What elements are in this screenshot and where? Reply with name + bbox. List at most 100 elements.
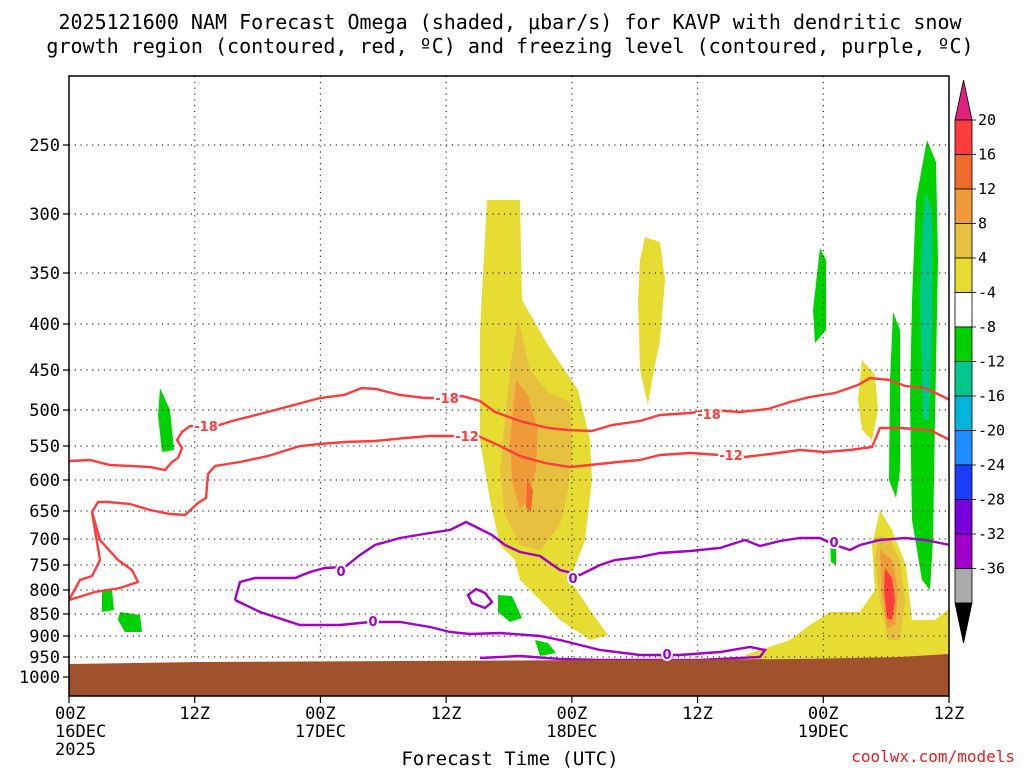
colorbar-label: 16 [978, 146, 996, 164]
colorbar-swatch [954, 499, 973, 535]
y-tick-label: 500 [29, 401, 60, 421]
y-tick-label: 600 [29, 471, 60, 491]
omega-area-upper-patch [638, 237, 665, 405]
y-tick-label: 250 [29, 136, 60, 156]
x-axis-title: Forecast Time (UTC) [401, 748, 618, 768]
terrain-surface [69, 654, 949, 696]
omega-area-neg-3 [118, 612, 142, 632]
colorbar-label: -16 [978, 387, 1005, 405]
colorbar-swatch [954, 568, 973, 604]
omega-shading-downward [102, 140, 938, 656]
y-axis: 2503003504004505005506006507007508008509… [19, 136, 69, 688]
omega-area-neg-4 [498, 595, 522, 622]
colorbar-swatch [954, 464, 973, 500]
colorbar-label: -20 [978, 422, 1005, 440]
colorbar-swatch [954, 361, 973, 397]
colorbar-swatch [954, 395, 973, 431]
contour-label: 0 [568, 572, 577, 587]
y-tick-label: 800 [29, 581, 60, 601]
colorbar-swatch [954, 119, 973, 155]
y-tick-label: 450 [29, 361, 60, 381]
contour-minus12 [69, 426, 949, 601]
x-tick-label-date: 16DEC [55, 722, 106, 742]
colorbar-swatch [954, 154, 973, 190]
colorbar-swatch [954, 223, 973, 259]
omega-area-neg-2 [102, 590, 114, 612]
y-tick-label: 750 [29, 556, 60, 576]
colorbar-label: 20 [978, 111, 996, 129]
colorbar-swatch [954, 257, 973, 293]
colorbar-label: -12 [978, 353, 1005, 371]
contour-label: -18 [435, 392, 459, 407]
colorbar-label: -36 [978, 560, 1005, 578]
y-tick-label: 550 [29, 437, 60, 457]
omega-area-late-upper-small [858, 360, 878, 440]
omega-area-neg-8 [889, 312, 900, 498]
colorbar-label: -32 [978, 525, 1005, 543]
x-tick-label-time: 00Z [305, 704, 336, 724]
contour-label: -12 [455, 430, 479, 445]
y-tick-label: 950 [29, 648, 60, 668]
colorbar-label: -8 [978, 318, 996, 336]
y-tick-label: 350 [29, 264, 60, 284]
x-tick-label-time: 12Z [179, 704, 210, 724]
x-tick-label-date: 19DEC [798, 722, 849, 742]
colorbar-label: 8 [978, 215, 987, 233]
omega-area-neg-6 [813, 248, 826, 343]
colorbar-label: -4 [978, 284, 996, 302]
x-tick-label-time: 12Z [431, 704, 462, 724]
omega-area-neg-5 [535, 640, 556, 656]
colorbar-top-arrow [954, 79, 973, 121]
contour-label: 0 [662, 648, 671, 663]
chart-title-line-1: 2025121600 NAM Forecast Omega (shaded, μ… [58, 10, 962, 34]
contour-labels: -18 -18 -18 -12 -12 0 0 0 0 0 [192, 390, 840, 665]
grid-lines [69, 76, 949, 696]
colorbar-label: 12 [978, 180, 996, 198]
credit-text: coolwx.com/models [851, 747, 1015, 766]
omega-area-neg-1 [158, 388, 174, 452]
omega-shading-upward [480, 200, 949, 664]
y-tick-label: 400 [29, 315, 60, 335]
x-tick-label-time: 00Z [556, 704, 587, 724]
omega-area-core-16 [526, 480, 533, 512]
omega-area-core-12 [510, 380, 538, 510]
omega-area-neg-12 [920, 190, 932, 420]
plot-area [69, 76, 949, 696]
x-tick-label-year: 2025 [55, 740, 96, 760]
y-tick-label: 300 [29, 205, 60, 225]
contour-label: 0 [368, 615, 377, 630]
x-tick-label-time: 00Z [55, 704, 86, 724]
colorbar: 20 16 12 8 4 -4 -8 -12 -16 -20 -24 -28 -32 -36 [954, 79, 1005, 644]
contour-label: -18 [194, 420, 218, 435]
chart-title-line-2: growth region (contoured, red, ºC) and f… [46, 34, 973, 58]
contour-label: -12 [719, 449, 743, 464]
x-tick-label-time: 12Z [934, 704, 965, 724]
colorbar-swatch [954, 430, 973, 466]
contour-label: -18 [697, 408, 721, 423]
colorbar-swatch [954, 292, 973, 328]
y-tick-label: 900 [29, 627, 60, 647]
contour-freezing-0 [233, 520, 949, 601]
colorbar-label: 4 [978, 249, 987, 267]
contour-label: 0 [336, 565, 345, 580]
colorbar-swatch [954, 326, 973, 362]
colorbar-bottom-arrow [954, 602, 973, 644]
colorbar-label: -24 [978, 456, 1005, 474]
colorbar-swatch [954, 188, 973, 224]
colorbar-swatch [954, 533, 973, 569]
plot-frame [68, 75, 950, 697]
y-tick-label: 1000 [19, 668, 60, 688]
y-tick-label: 650 [29, 502, 60, 522]
y-tick-label: 700 [29, 530, 60, 550]
x-tick-label-time: 00Z [808, 704, 839, 724]
colorbar-label: -28 [978, 491, 1005, 509]
contour-minus12-lower [69, 511, 140, 602]
contour-minus18 [69, 376, 949, 472]
omega-area-late-20 [884, 568, 895, 620]
x-tick-label-date: 18DEC [546, 722, 597, 742]
x-tick-label-date: 17DEC [295, 722, 346, 742]
y-tick-label: 850 [29, 605, 60, 625]
contour-freezing-0-small [466, 587, 494, 610]
